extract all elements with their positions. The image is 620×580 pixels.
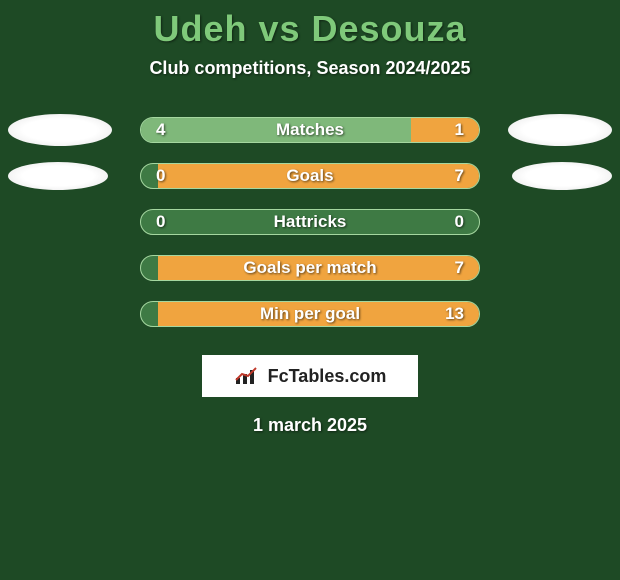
- stat-value-left: 0: [156, 166, 165, 186]
- comparison-infographic: Udeh vs Desouza Club competitions, Seaso…: [0, 0, 620, 580]
- page-title: Udeh vs Desouza: [0, 0, 620, 50]
- avatar-silhouette: [508, 114, 612, 146]
- avatar-silhouette: [8, 114, 112, 146]
- stat-value-left: 4: [156, 120, 165, 140]
- stat-bar-left-fill: [141, 118, 411, 142]
- stats-section: Matches41Goals07Hattricks00Goals per mat…: [0, 107, 620, 337]
- date-text: 1 march 2025: [0, 415, 620, 436]
- stat-bar-right-fill: [411, 118, 479, 142]
- stat-row: Hattricks00: [0, 199, 620, 245]
- stat-row: Min per goal13: [0, 291, 620, 337]
- stat-bar-right-fill: [158, 256, 479, 280]
- stat-bar: [140, 163, 480, 189]
- stat-bar-right-fill: [158, 164, 479, 188]
- stat-bar: [140, 255, 480, 281]
- branding-text: FcTables.com: [268, 366, 387, 387]
- stat-bar: [140, 209, 480, 235]
- stat-value-right: 13: [445, 304, 464, 324]
- stat-value-right: 7: [455, 258, 464, 278]
- stat-row: Goals per match7: [0, 245, 620, 291]
- stat-bar: [140, 301, 480, 327]
- stat-row: Matches41: [0, 107, 620, 153]
- stat-row: Goals07: [0, 153, 620, 199]
- branding-badge: FcTables.com: [202, 355, 418, 397]
- stat-bar: [140, 117, 480, 143]
- chart-icon: [234, 366, 262, 386]
- avatar-silhouette: [512, 162, 612, 190]
- stat-bar-right-fill: [158, 302, 479, 326]
- subtitle: Club competitions, Season 2024/2025: [0, 58, 620, 79]
- stat-value-left: 0: [156, 212, 165, 232]
- stat-value-right: 7: [455, 166, 464, 186]
- stat-value-right: 1: [455, 120, 464, 140]
- avatar-silhouette: [8, 162, 108, 190]
- stat-value-right: 0: [455, 212, 464, 232]
